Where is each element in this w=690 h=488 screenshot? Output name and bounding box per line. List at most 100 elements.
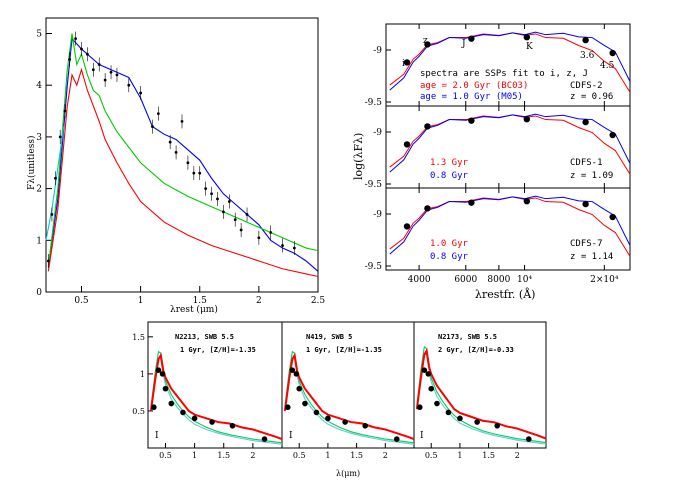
- c-xtick-label: 1.5: [350, 451, 363, 460]
- c-data-point: [416, 404, 423, 411]
- a-ytick-label: 4: [36, 81, 42, 91]
- c-data-point: [261, 436, 268, 442]
- filter-label-J: J: [461, 39, 466, 49]
- b-spectrum-2-1: [389, 195, 631, 255]
- a-data-point: [292, 246, 296, 250]
- c-data-point: [421, 367, 428, 373]
- c-data-point: [289, 367, 296, 373]
- a-data-point: [180, 119, 184, 123]
- c-data-point: [525, 436, 532, 442]
- a-data-point: [63, 109, 67, 113]
- a-data-point: [80, 47, 83, 51]
- c-series-1-1: [284, 350, 415, 444]
- panel-b-frame-3: [385, 187, 631, 271]
- a-series-line-0: [47, 37, 319, 272]
- c3-marker: I: [420, 431, 424, 441]
- a-data-point: [58, 135, 62, 139]
- filter-label-4.5: 4.5: [600, 61, 615, 71]
- c-xtick-label: 2: [515, 451, 520, 460]
- a-xtick-label: 1: [138, 296, 144, 306]
- c3-title: N2173, SWB 5.5: [438, 333, 497, 341]
- c-data-point: [342, 419, 348, 425]
- c-xtick-label: 2: [383, 451, 388, 460]
- b1-age-blue: age = 1.0 Gyr (M05): [420, 92, 523, 102]
- c-data-point: [180, 409, 186, 416]
- a-data-point: [109, 70, 113, 74]
- panel-b-xlabel: λrestfr. (Å): [475, 287, 535, 301]
- a-data-point: [239, 228, 243, 232]
- b3-age-blue: 0.8 Gyr: [430, 252, 469, 262]
- b-xtick-label: 10⁴: [517, 275, 532, 285]
- b-photometry-point: [424, 41, 431, 48]
- b-xtick-label: 6000: [454, 275, 477, 285]
- c-data-point: [296, 385, 303, 392]
- b-photometry-point: [468, 35, 475, 42]
- a-data-point: [198, 171, 202, 175]
- b1-age-red: age = 2.0 Gyr (BC03): [420, 81, 528, 91]
- a-data-point: [54, 176, 57, 180]
- c-data-point: [293, 371, 300, 377]
- b-ytick-label: -9.5: [365, 262, 383, 272]
- b3-age-red: 1.0 Gyr: [430, 239, 469, 249]
- c-xtick-label: 1: [325, 451, 330, 460]
- a-ytick-label: 3: [36, 133, 42, 143]
- panel-a-series: [45, 33, 319, 278]
- b-photometry-point: [609, 213, 616, 221]
- panel-c-frame-3: [413, 321, 547, 449]
- panel-b-series: [389, 31, 631, 257]
- a-data-point: [68, 57, 72, 61]
- a-data-point: [115, 73, 119, 77]
- a-data-point: [281, 244, 284, 247]
- c-data-point: [434, 400, 440, 407]
- c-data-point: [151, 404, 157, 411]
- c-ytick-label: 1: [140, 370, 145, 379]
- c-data-point: [209, 419, 215, 425]
- c-data-point: [362, 422, 369, 429]
- b-photometry-point: [403, 223, 411, 230]
- a-data-point: [233, 218, 237, 222]
- filter-label-3.6: 3.6: [580, 51, 595, 61]
- b-photometry-point: [582, 118, 589, 126]
- b2-redshift: z = 1.09: [570, 171, 613, 181]
- a-data-point: [269, 231, 273, 234]
- a-series-line-2: [47, 67, 319, 278]
- b-photometry-point: [523, 198, 531, 205]
- c-data-point: [162, 385, 169, 392]
- a-data-point: [151, 125, 154, 128]
- c-data-point: [474, 419, 480, 425]
- b1-note: spectra are SSPs fit to i, z, J: [420, 69, 588, 79]
- c-xtick-label: 1: [192, 451, 197, 460]
- panel-c-ticks: 0.5 1 1.5 2 0.5 1 1.5 0.5 1 1.5 2 0.5 1 1.5 2: [132, 333, 520, 460]
- b1-object: CDFS-2: [570, 81, 603, 91]
- panel-b: 4000 6000 8000 10⁴ 2×10⁴ -9 -9.5 -9 -9.5 -9 -9.5 i…: [352, 23, 631, 301]
- b-ytick-label: -9.5: [365, 180, 383, 190]
- c-data-point: [302, 400, 308, 407]
- panel-a: 0.5 1 1.5 2 2.5 0 1 2 3 4 5 λrest (μm) Fλ(unitless…: [26, 17, 325, 315]
- a-data-point: [97, 63, 101, 66]
- a-data-point: [257, 236, 261, 240]
- c-data-point: [425, 371, 432, 377]
- c-xtick-label: 0.5: [293, 451, 306, 460]
- b-spectrum-0-1: [389, 31, 631, 91]
- c-data-point: [191, 415, 198, 422]
- panel-a-ticks: 0.5 1 1.5 2 2.5 0 1 2 3 4 5: [36, 30, 325, 306]
- c-xtick-label: 1: [457, 451, 462, 460]
- b-xtick-label: 8000: [487, 275, 510, 285]
- b-xtick-label: 2×10⁴: [590, 275, 619, 285]
- a-data-point: [221, 210, 225, 214]
- b-ytick-label: -9.5: [365, 98, 383, 108]
- c-ytick-label: 0.5: [132, 407, 145, 416]
- c-data-point: [445, 409, 452, 416]
- a-data-point: [91, 68, 95, 72]
- a-data-point: [227, 200, 231, 203]
- c-series-2-1: [416, 345, 547, 444]
- filter-label-z: z: [423, 36, 428, 46]
- a-series-line-1: [47, 33, 319, 267]
- a-data-point: [85, 52, 89, 56]
- a-data-point: [103, 78, 107, 82]
- panel-a-points: [46, 31, 296, 268]
- c-xtick-label: 1.5: [217, 451, 230, 460]
- a-data-point: [156, 112, 160, 116]
- a-xtick-label: 1.5: [193, 296, 208, 306]
